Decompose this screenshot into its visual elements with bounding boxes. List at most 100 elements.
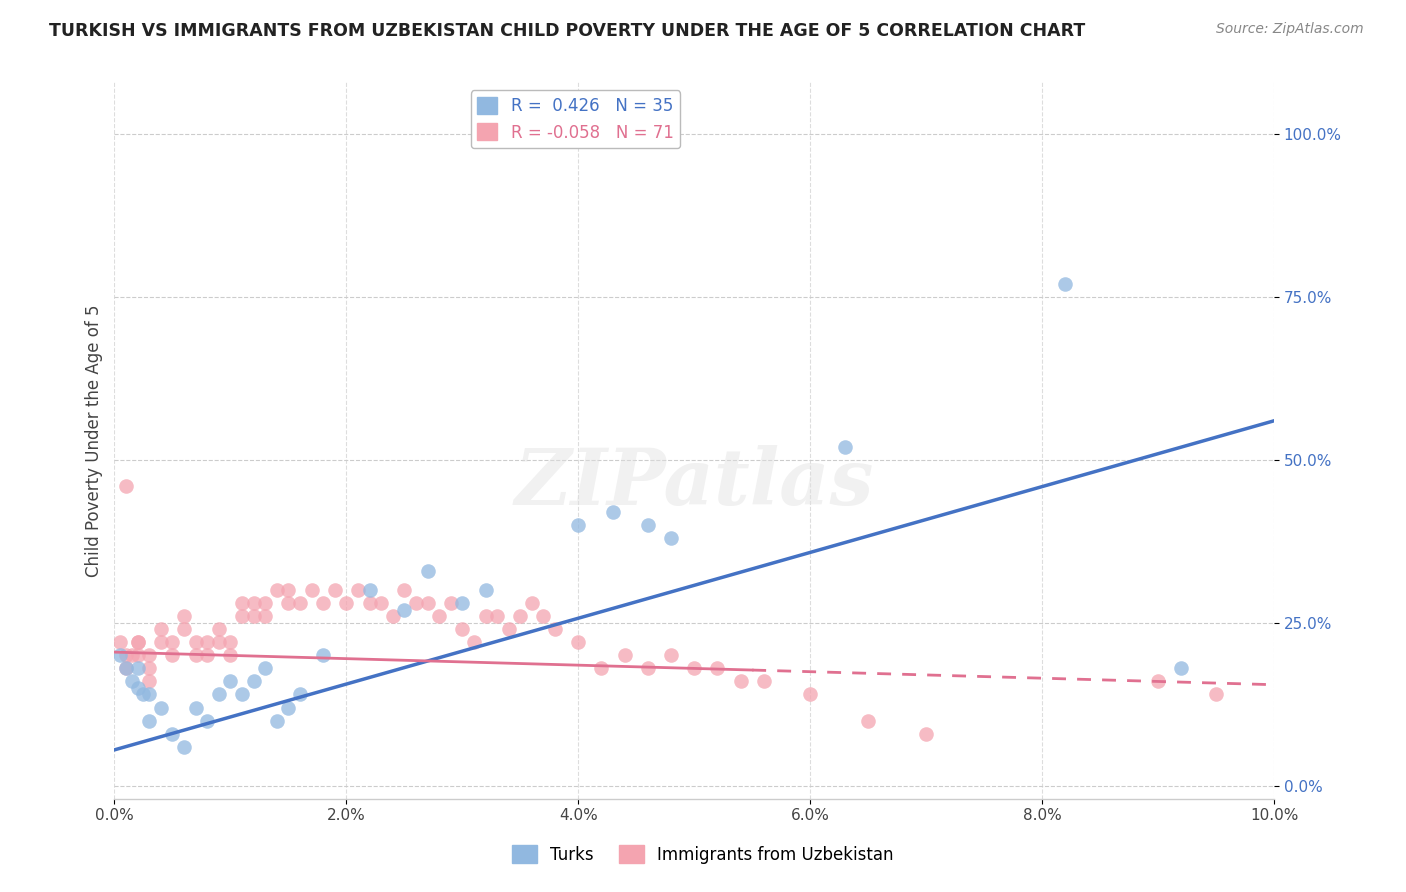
Point <box>486 609 509 624</box>
Point <box>509 609 531 624</box>
Point <box>195 635 218 649</box>
Point <box>108 648 131 663</box>
Point <box>138 661 160 675</box>
Point <box>591 661 613 675</box>
Point <box>463 635 485 649</box>
Point <box>706 661 728 675</box>
Point <box>149 635 172 649</box>
Point <box>288 596 311 610</box>
Point <box>184 648 207 663</box>
Point <box>208 623 231 637</box>
Point <box>108 635 131 649</box>
Point <box>427 609 450 624</box>
Point <box>567 635 589 649</box>
Point <box>416 596 439 610</box>
Point <box>277 700 299 714</box>
Point <box>659 531 682 545</box>
Point <box>115 661 138 675</box>
Point <box>1054 277 1077 291</box>
Point <box>127 635 149 649</box>
Point <box>162 726 184 740</box>
Point <box>834 440 856 454</box>
Point <box>162 635 184 649</box>
Point <box>219 674 242 689</box>
Point <box>312 596 335 610</box>
Point <box>288 688 311 702</box>
Point <box>127 635 149 649</box>
Point <box>254 596 277 610</box>
Point <box>659 648 682 663</box>
Point <box>149 700 172 714</box>
Point <box>242 674 264 689</box>
Point <box>347 583 370 598</box>
Point <box>440 596 463 610</box>
Text: ZIPatlas: ZIPatlas <box>515 445 875 522</box>
Legend: Turks, Immigrants from Uzbekistan: Turks, Immigrants from Uzbekistan <box>505 838 901 871</box>
Point <box>1170 661 1192 675</box>
Point <box>208 688 231 702</box>
Point <box>683 661 706 675</box>
Point <box>231 596 253 610</box>
Point <box>416 564 439 578</box>
Point <box>173 739 195 754</box>
Point <box>915 726 938 740</box>
Point <box>301 583 323 598</box>
Point <box>533 609 555 624</box>
Point <box>115 648 138 663</box>
Y-axis label: Child Poverty Under the Age of 5: Child Poverty Under the Age of 5 <box>86 304 103 576</box>
Point <box>370 596 392 610</box>
Point <box>173 609 195 624</box>
Point <box>1147 674 1170 689</box>
Point <box>162 648 184 663</box>
Point <box>394 583 416 598</box>
Point <box>520 596 543 610</box>
Point <box>544 114 567 128</box>
Point <box>323 583 346 598</box>
Point <box>115 479 138 493</box>
Point <box>195 714 218 728</box>
Point <box>184 635 207 649</box>
Point <box>127 648 149 663</box>
Point <box>277 596 299 610</box>
Point <box>195 648 218 663</box>
Legend: R =  0.426   N = 35, R = -0.058   N = 71: R = 0.426 N = 35, R = -0.058 N = 71 <box>471 90 681 148</box>
Point <box>474 583 496 598</box>
Point <box>173 623 195 637</box>
Point <box>637 661 659 675</box>
Point <box>312 648 335 663</box>
Point <box>254 661 277 675</box>
Point <box>132 688 155 702</box>
Point <box>266 583 288 598</box>
Point <box>498 623 520 637</box>
Point <box>544 623 567 637</box>
Text: Source: ZipAtlas.com: Source: ZipAtlas.com <box>1216 22 1364 37</box>
Point <box>219 635 242 649</box>
Point <box>138 714 160 728</box>
Point <box>856 714 879 728</box>
Point <box>121 674 143 689</box>
Point <box>799 688 821 702</box>
Point <box>613 648 636 663</box>
Point <box>451 596 474 610</box>
Point <box>474 609 496 624</box>
Point <box>138 648 160 663</box>
Point <box>127 681 149 695</box>
Point <box>637 518 659 533</box>
Point <box>752 674 775 689</box>
Point <box>115 661 138 675</box>
Point <box>138 688 160 702</box>
Point <box>381 609 404 624</box>
Point <box>138 674 160 689</box>
Point <box>184 700 207 714</box>
Point <box>242 596 264 610</box>
Point <box>231 688 253 702</box>
Point <box>277 583 299 598</box>
Point <box>208 635 231 649</box>
Point <box>405 596 427 610</box>
Point <box>602 505 624 519</box>
Point <box>359 596 381 610</box>
Point <box>254 609 277 624</box>
Point <box>335 596 357 610</box>
Point <box>1205 688 1227 702</box>
Point <box>242 609 264 624</box>
